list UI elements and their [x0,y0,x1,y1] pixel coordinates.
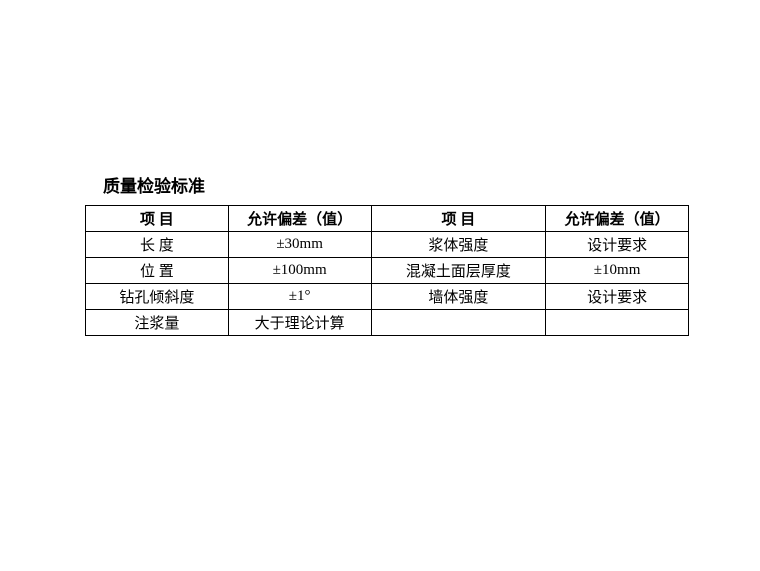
quality-inspection-table: 项 目 允许偏差（值） 项 目 允许偏差（值） 长 度 ±30mm 浆体强度 设… [85,205,689,336]
table-row: 注浆量 大于理论计算 [86,310,689,336]
header-item-2: 项 目 [371,206,546,232]
cell-item: 长 度 [86,232,229,258]
cell-value: ±30mm [228,232,371,258]
cell-value: ±100mm [228,258,371,284]
table-row: 位 置 ±100mm 混凝土面层厚度 ±10mm [86,258,689,284]
cell-value: 设计要求 [546,284,689,310]
cell-item [371,310,546,336]
cell-value: ±10mm [546,258,689,284]
table-header-row: 项 目 允许偏差（值） 项 目 允许偏差（值） [86,206,689,232]
cell-value: ±1° [228,284,371,310]
cell-item: 注浆量 [86,310,229,336]
cell-value: 设计要求 [546,232,689,258]
cell-value [546,310,689,336]
cell-item: 位 置 [86,258,229,284]
header-tolerance-1: 允许偏差（值） [228,206,371,232]
cell-item: 钻孔倾斜度 [86,284,229,310]
cell-item: 混凝土面层厚度 [371,258,546,284]
header-tolerance-2: 允许偏差（值） [546,206,689,232]
header-item-1: 项 目 [86,206,229,232]
table-row: 钻孔倾斜度 ±1° 墙体强度 设计要求 [86,284,689,310]
cell-item: 浆体强度 [371,232,546,258]
cell-value: 大于理论计算 [228,310,371,336]
table-row: 长 度 ±30mm 浆体强度 设计要求 [86,232,689,258]
cell-item: 墙体强度 [371,284,546,310]
table-title: 质量检验标准 [103,172,760,197]
